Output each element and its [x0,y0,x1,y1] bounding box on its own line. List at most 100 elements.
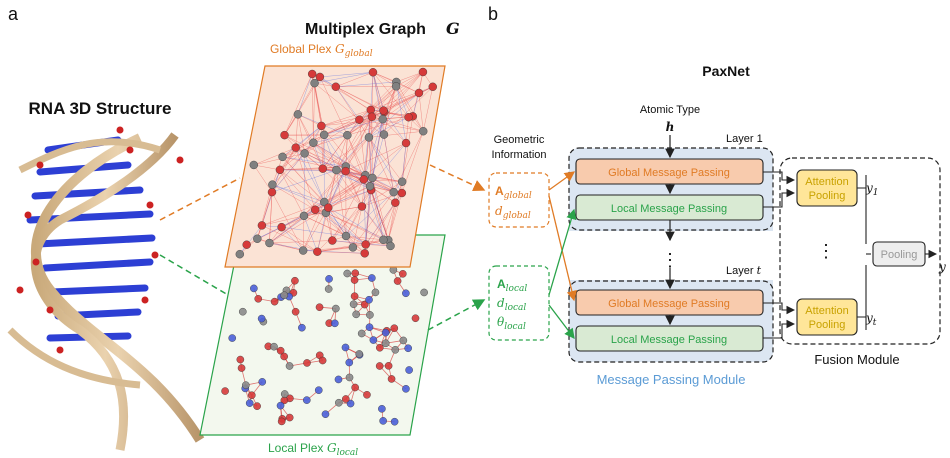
global-input-to-layer1 [548,171,576,191]
multiplex-graph-title: Multiplex Graph [305,21,426,38]
layer-1-label: Layer 1 [726,133,763,145]
panel-a-label: a [8,4,19,24]
local-atom [298,323,306,332]
global-edge [269,207,329,244]
global-atom [365,181,375,191]
global-atom [367,112,377,121]
global-mp-label-1: Global Message Passing [608,167,730,179]
local-atom [387,375,396,383]
y-output-label: y [938,260,946,274]
global-edge [284,134,337,171]
global-edge [388,192,403,241]
global-plex [224,65,446,268]
global-atom [318,164,327,173]
local-atom [242,381,250,389]
local-adjacency: Alocal [497,277,527,294]
global-atom [317,121,326,131]
local-atom [376,343,384,352]
global-edge [369,186,391,247]
global-edge [401,143,407,182]
local-atom [238,307,247,316]
global-edge [395,86,414,117]
global-edge [418,92,424,132]
local-atom [254,294,263,303]
global-edge [319,72,374,78]
local-atom [384,362,393,370]
global-atom [414,88,424,98]
global-edge [345,142,407,172]
global-edge [323,134,337,171]
local-atom [270,342,278,351]
global-edge [370,109,409,118]
global-edge [363,179,366,245]
local-atom [411,314,420,323]
global-edge [368,117,409,138]
g1-to-att1 [763,171,796,185]
local-mp-label-t: Local Message Passing [611,334,727,346]
global-atom [397,177,407,186]
global-edge [347,135,365,180]
global-edge [396,81,424,132]
global-edge [272,184,316,211]
local-atom [324,285,333,293]
local-atom [399,270,407,278]
global-edge [363,119,383,180]
global-edge [297,114,305,154]
global-edge [336,109,371,171]
global-edge [261,215,305,226]
global-atom [386,241,395,251]
local-mp-label-1: Local Message Passing [611,203,727,215]
global-edge [383,86,397,135]
local-atom [253,402,261,410]
global-edge [372,177,389,241]
global-input-box [488,172,550,228]
global-edge [272,147,296,185]
y1-label: y1 [865,181,879,198]
global-edge [335,86,384,111]
global-edge [335,86,360,120]
local-atom [236,355,245,364]
global-edge [345,116,373,167]
global-edge [347,110,384,136]
h-symbol: h [666,120,675,134]
local-atom [368,274,376,282]
local-atom [357,329,366,338]
local-atom [325,275,333,283]
global-input-to-layert [548,195,577,302]
global-edge [261,225,318,252]
global-atom [249,160,259,170]
global-edge [368,137,394,193]
gt-to-att-t [763,302,796,315]
global-edge [328,207,366,245]
global-plex-label: Global Plex [270,42,331,56]
local-atom [318,356,327,365]
local-atom [280,352,288,361]
lt-to-att-t [763,319,796,339]
global-edge [359,81,397,120]
global-edge [317,206,363,252]
global-edge [313,134,348,143]
local-atom [381,339,390,348]
local-atom [375,362,384,370]
global-edge [297,114,322,127]
global-atom [419,127,428,136]
attention-pooling-1-line2: Pooling [809,190,846,202]
local-atom [343,269,352,278]
global-edge [372,72,409,118]
local-atom [404,344,412,353]
global-edge [324,118,383,136]
global-edge [382,118,407,144]
local-atom [341,395,350,403]
global-edge [303,170,346,217]
local-atom [276,346,285,355]
global-edge [321,125,364,180]
local-atom [379,417,387,425]
fusion-module-box [779,157,941,345]
global-edge [422,86,433,132]
global-edge [368,137,403,194]
global-edge [315,209,347,237]
global-edge [345,170,371,187]
global-atom [343,130,352,140]
global-edge [368,130,424,138]
global-mp-label-t: Global Message Passing [608,298,730,310]
